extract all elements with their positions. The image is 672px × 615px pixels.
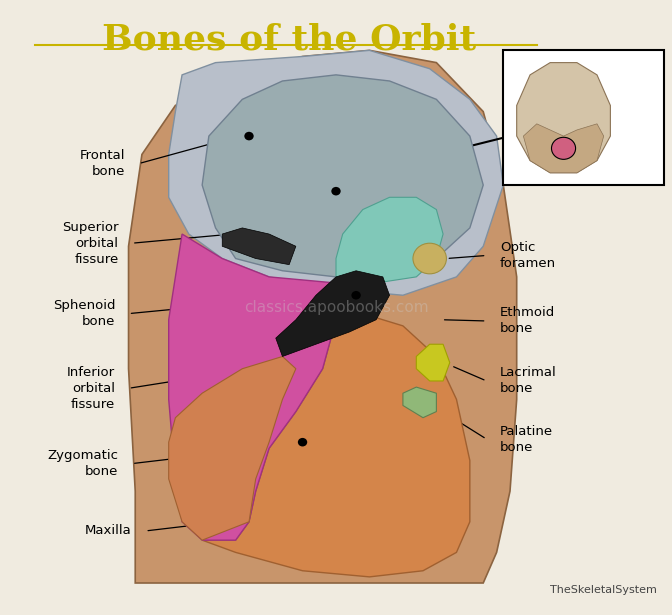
Polygon shape [128, 50, 517, 583]
Text: Superior
orbital
fissure: Superior orbital fissure [62, 221, 118, 266]
Polygon shape [517, 63, 610, 173]
Bar [503, 50, 664, 185]
Polygon shape [403, 387, 436, 418]
Text: Ethmoid
bone: Ethmoid bone [500, 306, 555, 335]
Polygon shape [169, 357, 296, 540]
Text: TheSkeletalSystem: TheSkeletalSystem [550, 585, 657, 595]
Circle shape [552, 137, 576, 159]
Circle shape [245, 132, 254, 140]
Text: classics.apoobooks.com: classics.apoobooks.com [244, 300, 428, 315]
Text: Bones of the Orbit: Bones of the Orbit [102, 23, 476, 57]
Polygon shape [202, 314, 470, 577]
Polygon shape [169, 234, 336, 540]
Text: Palatine
bone: Palatine bone [500, 424, 553, 454]
Polygon shape [202, 75, 483, 277]
Text: Optic
foramen: Optic foramen [500, 241, 556, 270]
Polygon shape [276, 271, 390, 357]
Polygon shape [523, 124, 603, 173]
Text: Inferior
orbital
fissure: Inferior orbital fissure [67, 366, 115, 411]
Circle shape [298, 438, 307, 446]
Text: Maxilla: Maxilla [85, 525, 132, 538]
Text: Lacrimal
bone: Lacrimal bone [500, 367, 556, 395]
Polygon shape [169, 50, 503, 295]
Polygon shape [222, 228, 296, 264]
Circle shape [351, 291, 361, 300]
Text: Frontal
bone: Frontal bone [80, 149, 125, 178]
Text: Zygomatic
bone: Zygomatic bone [48, 449, 118, 478]
Text: Sphenoid
bone: Sphenoid bone [52, 299, 115, 328]
Circle shape [331, 187, 341, 196]
Circle shape [413, 243, 446, 274]
Polygon shape [336, 197, 443, 283]
Polygon shape [417, 344, 450, 381]
